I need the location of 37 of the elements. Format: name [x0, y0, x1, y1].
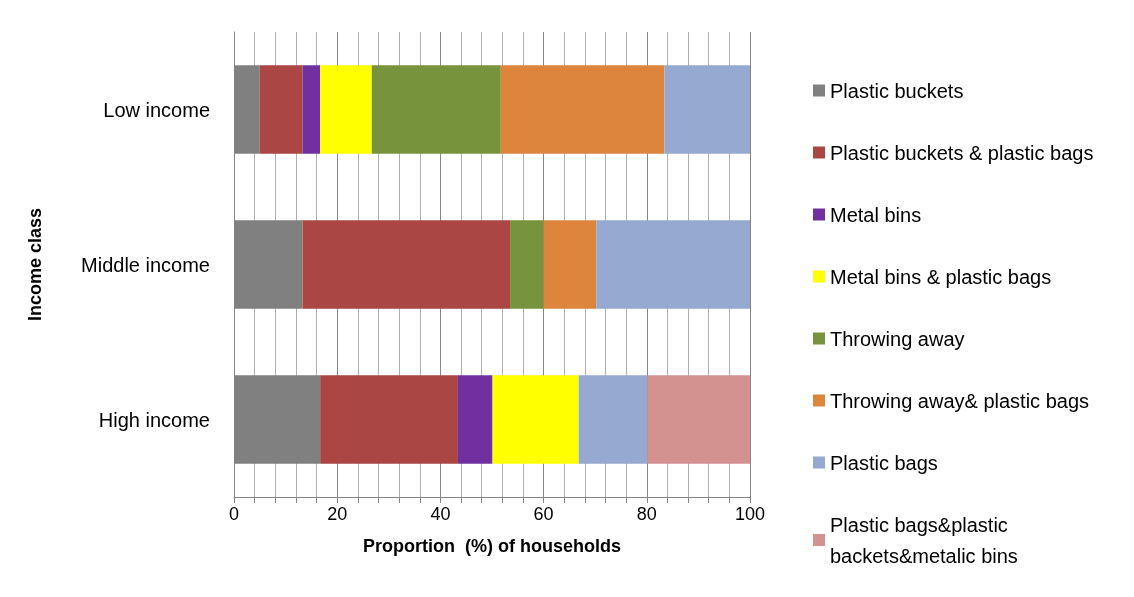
bar [320, 65, 372, 154]
x-tick-label: 20 [327, 504, 348, 524]
legend-label: Plastic buckets [830, 79, 964, 102]
legend-label: Plastic buckets & plastic bags [830, 141, 1094, 164]
bar [492, 375, 579, 464]
bar [234, 375, 321, 464]
bar [259, 65, 303, 154]
bar [578, 375, 648, 464]
y-axis-title: Income class [25, 207, 45, 322]
x-axis-title: Proportion (%) of households [363, 536, 621, 556]
y-tick-label: Middle income [81, 253, 210, 276]
x-tick-label: 100 [734, 504, 766, 524]
legend-label: Throwing away& plastic bags [830, 389, 1090, 412]
bar [302, 65, 321, 154]
legend-label: Throwing away [830, 327, 965, 350]
y-tick-label: Low income [103, 98, 210, 121]
bar [500, 65, 665, 154]
bar [320, 375, 458, 464]
legend-label: Metal bins [830, 203, 922, 226]
bar [664, 65, 750, 154]
legend-label: Plastic bags&plastic backets&metalic bins [830, 513, 1018, 567]
bar [234, 220, 303, 309]
bar [371, 65, 501, 154]
x-tick-label: 40 [430, 504, 451, 524]
bar [647, 375, 750, 464]
bar [234, 65, 260, 154]
y-tick-label: High income [98, 408, 210, 431]
bar [510, 220, 544, 309]
bar [302, 220, 511, 309]
legend-label: Plastic bags [830, 451, 938, 474]
bar [596, 220, 750, 309]
x-tick-label: 0 [228, 504, 240, 524]
x-tick-label: 60 [533, 504, 554, 524]
x-tick-label: 80 [636, 504, 657, 524]
bar [543, 220, 597, 309]
bar [457, 375, 493, 464]
legend-label: Metal bins & plastic bags [830, 265, 1052, 288]
